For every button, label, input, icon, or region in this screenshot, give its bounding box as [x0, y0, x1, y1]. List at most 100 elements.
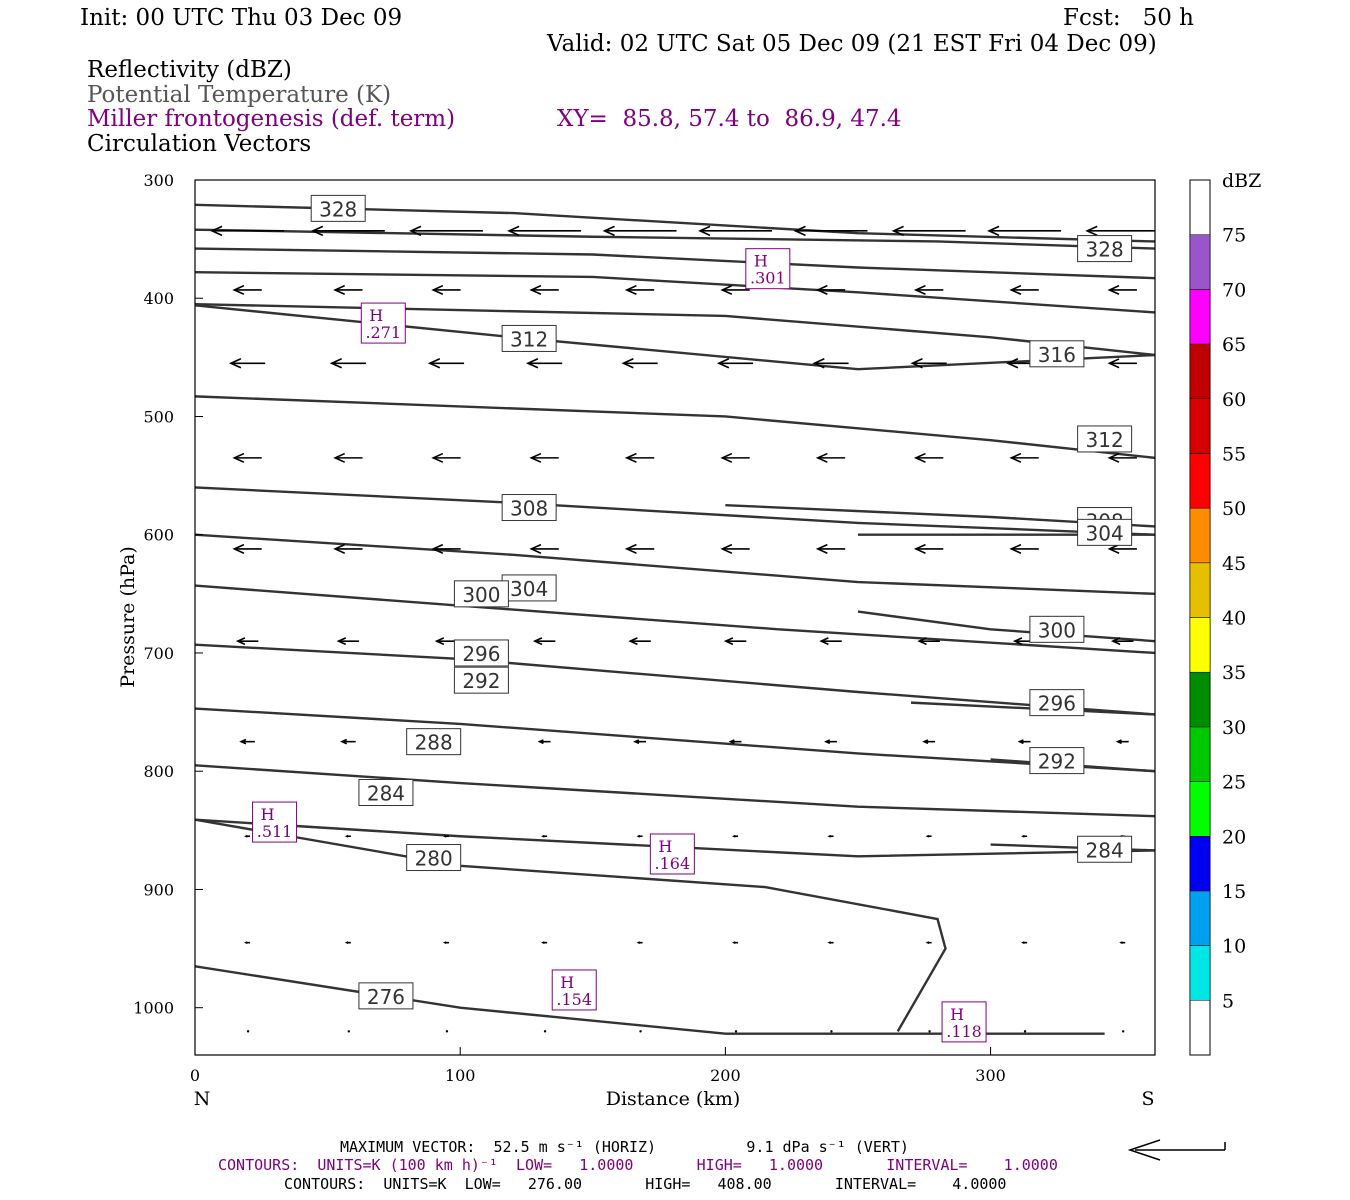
- y-tick-label: 800: [143, 762, 174, 781]
- vector-arrowhead: [621, 358, 634, 369]
- isentrope-label: 304: [510, 577, 548, 601]
- isentrope-label-box: [1029, 747, 1085, 775]
- colorbar-swatch: [1189, 398, 1211, 454]
- colorbar-swatch: [1189, 781, 1211, 837]
- circulation-vector: [830, 1030, 833, 1033]
- vector-arrowhead: [1119, 941, 1123, 945]
- vector-arrowhead: [731, 941, 736, 945]
- isentrope-line: [195, 533, 1155, 596]
- vector-arrowhead: [408, 225, 422, 237]
- valid-time: Valid: 02 UTC Sat 05 Dec 09 (21 EST Fri …: [547, 31, 1157, 57]
- south-label: S: [1141, 1088, 1154, 1110]
- vector-arrowhead: [431, 284, 444, 296]
- isentrope-line: [195, 247, 1155, 280]
- vector-arrowhead: [819, 637, 829, 646]
- vector-arrowhead: [812, 358, 825, 369]
- vector-arrowhead: [720, 543, 733, 554]
- isentrope-label: 328: [319, 197, 357, 221]
- isentrope-label: 328: [1086, 238, 1124, 262]
- colorbar-swatch: [1189, 617, 1211, 673]
- init-time: Init: 00 UTC Thu 03 Dec 09: [80, 5, 403, 31]
- vector-arrowhead: [333, 284, 346, 296]
- isentrope-label-box: [1077, 235, 1133, 263]
- vector-arrowhead: [913, 543, 926, 554]
- colorbar-tick-label: 25: [1222, 772, 1246, 794]
- frontogenesis-max-value: .271: [365, 323, 401, 342]
- vector-arrowhead: [602, 225, 615, 237]
- vector-arrowhead: [541, 941, 545, 945]
- vector-arrowhead: [529, 543, 542, 554]
- vector-arrowhead: [529, 284, 542, 296]
- field-frontogenesis: Miller frontogenesis (def. term): [87, 106, 456, 132]
- frontogenesis-max-value: .118: [946, 1022, 982, 1041]
- colorbar-tick-label: 50: [1222, 498, 1246, 520]
- isentrope-label-box: [453, 666, 509, 694]
- colorbar-swatch: [1189, 234, 1211, 290]
- frontogenesis-max-letter: H: [369, 306, 383, 325]
- vector-arrowhead: [913, 452, 926, 463]
- colorbar-tick-label: 20: [1222, 826, 1246, 848]
- circulation-vector: [445, 1030, 449, 1033]
- x-axis-title: Distance (km): [606, 1088, 741, 1110]
- vector-arrowhead: [529, 452, 542, 463]
- frontogenesis-max-letter: H: [261, 805, 275, 824]
- frontogenesis-max-value: .154: [556, 990, 592, 1009]
- circulation-vector: [246, 1030, 250, 1033]
- colorbar-swatch: [1189, 726, 1211, 782]
- field-theta: Potential Temperature (K): [87, 82, 392, 108]
- frontogenesis-max-box: [252, 801, 298, 843]
- vector-arrowhead: [1021, 941, 1025, 945]
- circulation-vector: [639, 1030, 642, 1033]
- vector-arrowhead: [1115, 739, 1122, 745]
- isentrope-line: [195, 271, 1155, 314]
- vector-arrowhead: [232, 543, 245, 554]
- frontogenesis-max-letter: H: [754, 252, 768, 271]
- frontogenesis-max-box: [360, 302, 406, 344]
- y-tick-label: 900: [143, 880, 174, 899]
- vector-arrowhead: [1107, 452, 1120, 463]
- vector-arrowhead: [987, 225, 1000, 237]
- isentrope-label-box: [501, 494, 557, 522]
- isentrope-label: 296: [1038, 692, 1076, 716]
- vector-arrowhead: [336, 637, 347, 646]
- vector-arrowhead: [624, 284, 637, 296]
- vector-arrowhead: [442, 834, 447, 838]
- y-tick-label: 400: [143, 289, 174, 308]
- vector-arrowhead: [427, 358, 441, 369]
- colorbar-tick-label: 75: [1222, 225, 1246, 247]
- north-label: N: [194, 1088, 211, 1110]
- vector-arrowhead: [344, 834, 349, 838]
- vector-arrowhead: [824, 739, 831, 745]
- vector-arrowhead: [232, 452, 245, 463]
- vector-arrowhead: [731, 834, 736, 838]
- colorbar-tick-label: 15: [1222, 881, 1246, 903]
- vector-arrowhead: [1107, 358, 1120, 369]
- vector-arrowhead: [1085, 225, 1098, 237]
- isentrope-label-box: [1077, 518, 1133, 546]
- vector-arrowhead: [910, 358, 923, 369]
- isentrope-label: 284: [1086, 838, 1124, 862]
- colorbar-tick-label: 5: [1222, 990, 1234, 1012]
- circulation-vector: [347, 1030, 351, 1033]
- colorbar-swatch: [1189, 289, 1211, 345]
- isentrope-line: [195, 302, 1155, 357]
- circulation-vector: [928, 1030, 931, 1033]
- reference-vector: [1127, 1139, 1226, 1161]
- frontogenesis-max-letter: H: [950, 1005, 964, 1024]
- y-tick-label: 500: [143, 407, 174, 426]
- isentrope-label: 288: [415, 731, 453, 755]
- isentrope-line: [195, 395, 1155, 460]
- frontogenesis-max-value: .511: [257, 822, 293, 841]
- vector-arrowhead: [1110, 637, 1121, 646]
- frontogenesis-max-box: [745, 248, 791, 290]
- isentrope-line: [195, 764, 1155, 818]
- frontogenesis-max-letter: H: [560, 973, 574, 992]
- vector-arrowhead: [228, 358, 242, 369]
- isentrope-label-box: [453, 580, 509, 608]
- isentrope-label: 304: [1086, 521, 1124, 545]
- vector-arrowhead: [431, 543, 444, 554]
- plot-frame: [194, 179, 1156, 1056]
- colorbar-tick-label: 35: [1222, 662, 1246, 684]
- field-reflectivity: Reflectivity (dBZ): [87, 57, 292, 83]
